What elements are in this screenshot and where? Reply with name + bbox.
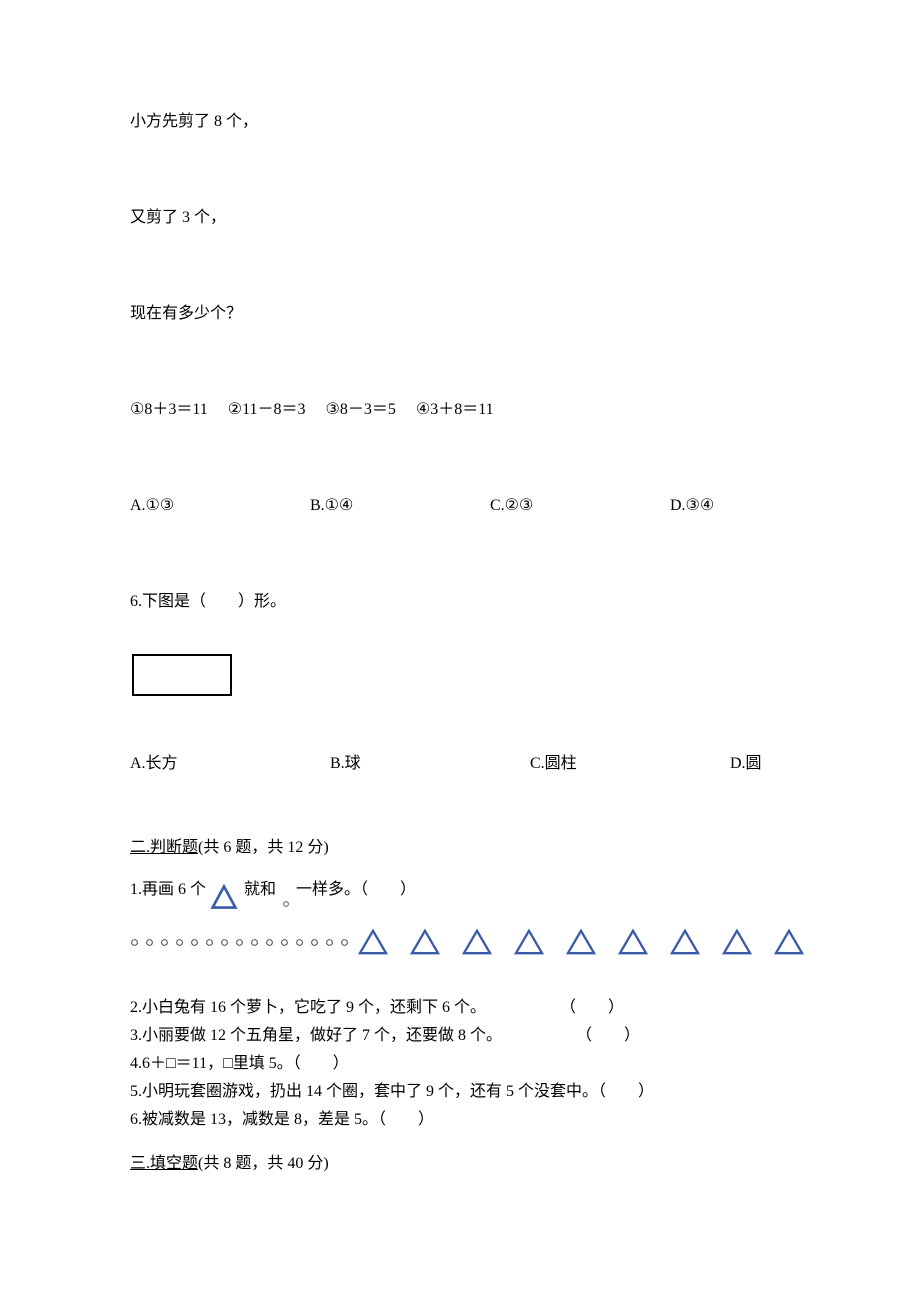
triangle-icon [210,882,238,912]
section2-q1-part3: 一样多。（ ） [296,878,416,902]
section3-prefix: 三. [130,1155,150,1172]
q5-expressions: ①8＋3＝11 ②11－8＝3 ③8－3＝5 ④3＋8＝11 [130,398,790,422]
circle-item [250,938,259,947]
section2-prefix: 二. [130,839,150,856]
triangle-item [669,928,701,956]
section2-q1-graphic [130,928,790,956]
section2-q4: 4.6＋□＝11，□里填 5。（ ） [130,1052,790,1076]
section2-title: 判断题 [150,839,198,856]
q6-options: A.长方 B.球 C.圆柱 D.圆 [130,752,790,776]
circle-item [175,938,184,947]
section2-q3-text: 3.小丽要做 12 个五角星，做好了 7 个，还要做 8 个。 [130,1024,502,1048]
triangle-item [617,928,649,956]
triangle-item [721,928,753,956]
circle-icon [276,892,296,916]
circle-item [190,938,199,947]
section2-q2-paren: （ ） [560,996,624,1020]
q5-option-c: C.②③ [490,494,670,518]
triangle-item [773,928,805,956]
triangle-item [461,928,493,956]
section2-q1-part1: 1.再画 6 个 [130,878,206,902]
section2-q1-line: 1.再画 6 个 就和 一样多。（ ） [130,878,790,916]
q5-option-b: B.①④ [310,494,490,518]
section2-q5-text: 5.小明玩套圈游戏，扔出 14 个圈，套中了 9 个，还有 5 个没套中。（ ） [130,1080,654,1104]
circle-item [145,938,154,947]
triangle-item [565,928,597,956]
q6-option-d: D.圆 [730,752,762,776]
circle-item [235,938,244,947]
triangles-group [357,928,805,956]
circle-item [280,938,289,947]
section2-q3: 3.小丽要做 12 个五角星，做好了 7 个，还要做 8 个。 （ ） [130,1024,790,1048]
rectangle-shape [132,654,232,696]
q6-option-a: A.长方 [130,752,330,776]
q5-line1: 小方先剪了 8 个， [130,110,790,134]
circle-item [340,938,349,947]
section2-q3-paren: （ ） [576,1024,640,1048]
section3-suffix: (共 8 题，共 40 分) [198,1155,329,1172]
q5-line2: 又剪了 3 个， [130,206,790,230]
circle-item [205,938,214,947]
q5-option-d: D.③④ [670,494,714,518]
triangle-item [513,928,545,956]
section2-header: 二.判断题(共 6 题，共 12 分) [130,836,790,860]
spacer [486,996,560,1020]
q5-line3: 现在有多少个？ [130,302,790,326]
circle-item [310,938,319,947]
circle-item [265,938,274,947]
section2-q6: 6.被减数是 13，减数是 8，差是 5。（ ） [130,1108,790,1132]
q6-option-c: C.圆柱 [530,752,730,776]
section3-title: 填空题 [150,1155,198,1172]
section3-header: 三.填空题(共 8 题，共 40 分) [130,1152,790,1176]
section2-q1-part2: 就和 [244,878,276,902]
section2-q4-text: 4.6＋□＝11，□里填 5。（ ） [130,1052,349,1076]
circle-item [220,938,229,947]
section2-q6-text: 6.被减数是 13，减数是 8，差是 5。（ ） [130,1108,434,1132]
circles-group [130,938,349,947]
section2-suffix: (共 6 题，共 12 分) [198,839,329,856]
circle-item [160,938,169,947]
q5-option-a: A.①③ [130,494,310,518]
circle-item [325,938,334,947]
circle-item [130,938,139,947]
circle-item [295,938,304,947]
triangle-item [409,928,441,956]
q6-option-b: B.球 [330,752,530,776]
q5-options: A.①③ B.①④ C.②③ D.③④ [130,494,790,518]
section2-q2-text: 2.小白兔有 16 个萝卜，它吃了 9 个，还剩下 6 个。 [130,996,486,1020]
section2-q5: 5.小明玩套圈游戏，扔出 14 个圈，套中了 9 个，还有 5 个没套中。（ ） [130,1080,790,1104]
section2-q2: 2.小白兔有 16 个萝卜，它吃了 9 个，还剩下 6 个。 （ ） [130,996,790,1020]
q6-stem: 6.下图是（ ）形。 [130,590,790,614]
triangle-item [357,928,389,956]
spacer [502,1024,576,1048]
